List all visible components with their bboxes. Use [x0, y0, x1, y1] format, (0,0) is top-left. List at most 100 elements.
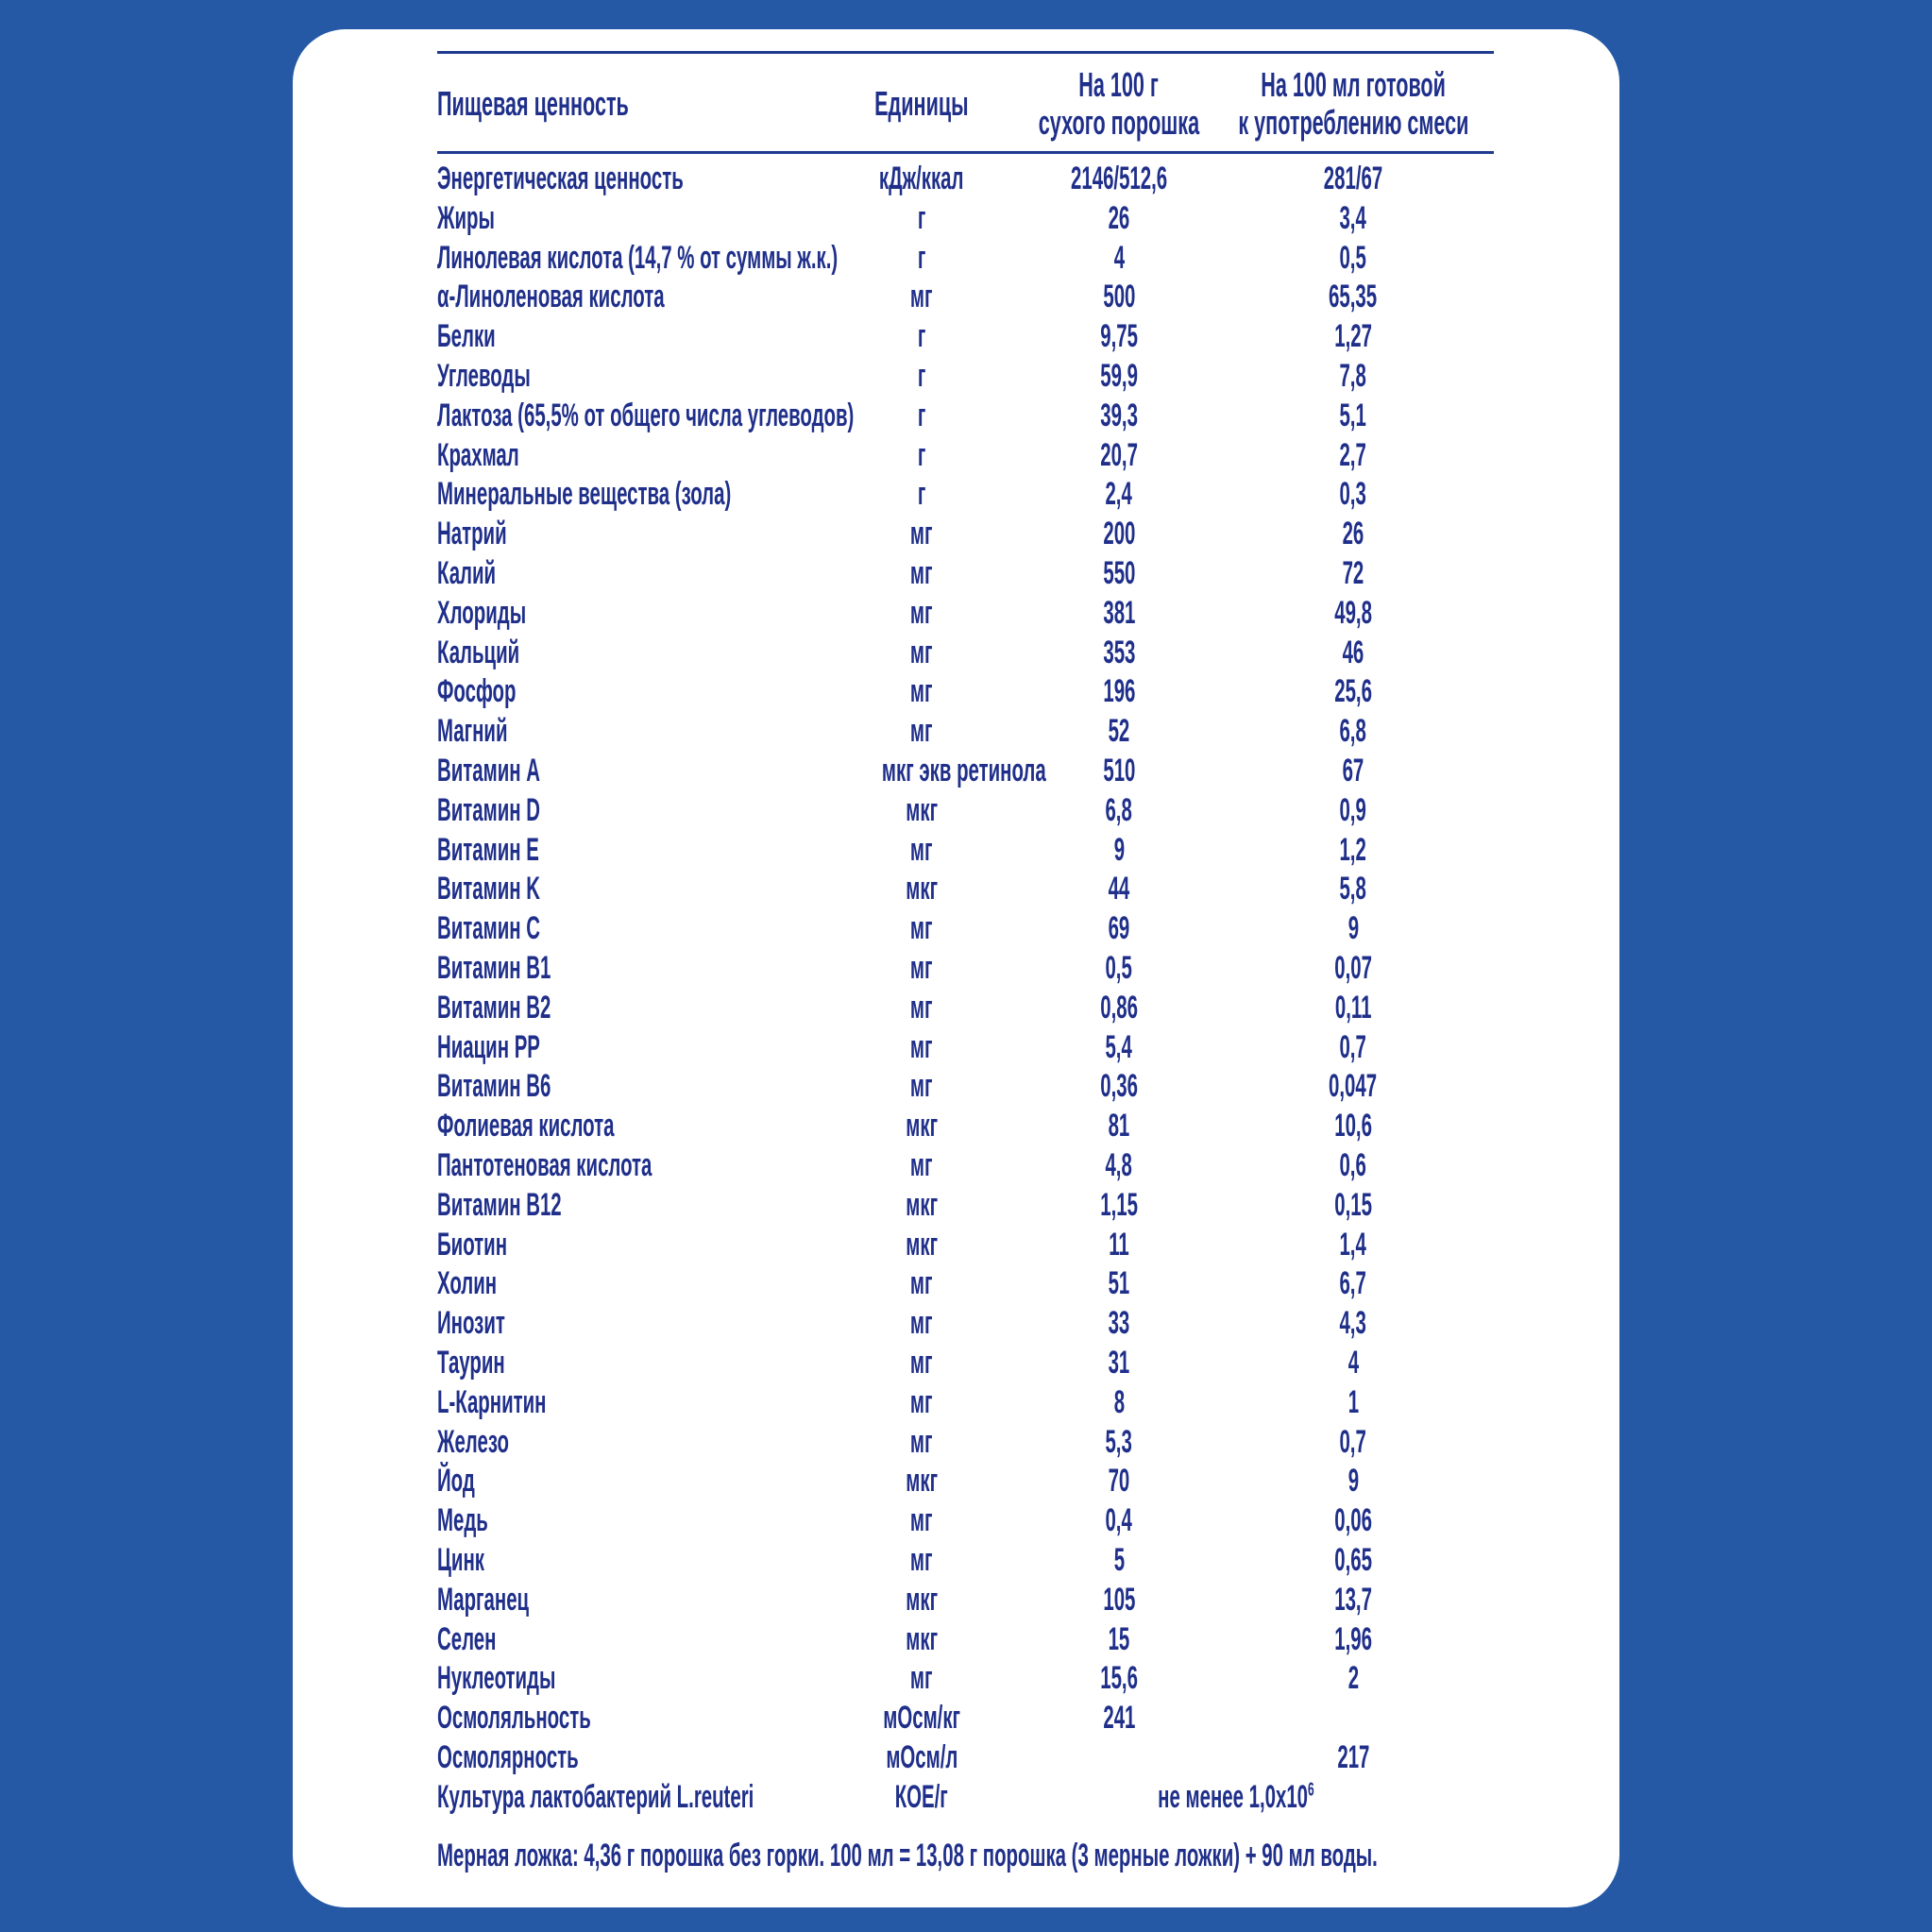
cell-dry: 0,4: [1105, 1502, 1133, 1539]
cell-unit: г: [917, 476, 926, 513]
cell-unit: мг: [910, 1423, 933, 1460]
cell-dry: 510: [1102, 753, 1136, 788]
cell-unit: г: [917, 436, 926, 473]
cell-ready: 0,7: [1339, 1423, 1367, 1460]
cell-ready: 217: [1336, 1739, 1370, 1775]
table-row: α-Линоленовая кислота мг 500 65,35: [437, 277, 1494, 316]
cell-ready: 0,11: [1334, 989, 1372, 1025]
cell-unit: мкг: [906, 1620, 938, 1657]
cell-name: Минеральные вещества (зола): [437, 476, 732, 513]
cell-dry: 550: [1102, 555, 1136, 591]
cell-name: Витамин A: [437, 753, 540, 788]
cell-name: Линолевая кислота (14,7 % от суммы ж.к.): [437, 239, 839, 276]
table-row: Ниацин PP мг 5,4 0,7: [437, 1027, 1494, 1067]
table-row: Инозит мг 33 4,3: [437, 1303, 1494, 1343]
table-row: Холин мг 51 6,7: [437, 1263, 1494, 1303]
cell-name: Жиры: [437, 199, 495, 236]
cell-name: Холин: [437, 1265, 498, 1302]
cell-name: Пантотеновая кислота: [437, 1147, 652, 1183]
cell-name: Крахмал: [437, 436, 519, 473]
table-row: Осмоляльность мОсм/кг 241: [437, 1698, 1494, 1737]
table-row: Натрий мг 200 26: [437, 514, 1494, 553]
table-row: Биотин мкг 11 1,4: [437, 1225, 1494, 1264]
cell-ready: 1,96: [1334, 1620, 1372, 1657]
table-row: Витамин K мкг 44 5,8: [437, 869, 1494, 908]
cell-unit: мг: [910, 713, 933, 750]
cell-ready: 65,35: [1329, 279, 1378, 315]
cell-ready: 9: [1347, 1463, 1359, 1500]
cell-ready: 25,6: [1334, 673, 1372, 710]
cell-unit: мкг: [906, 1463, 938, 1500]
table-row: Лактоза (65,5% от общего числа углеводов…: [437, 396, 1494, 435]
cell-dry: 5,3: [1105, 1423, 1133, 1460]
cell-unit: мг: [910, 673, 933, 710]
cell-dry: 200: [1102, 516, 1136, 552]
table-row: Селен мкг 15 1,96: [437, 1619, 1494, 1659]
cell-dry: 0,36: [1100, 1068, 1138, 1105]
table-row: Нуклеотиды мг 15,6 2: [437, 1658, 1494, 1698]
cell-ready: 0,047: [1329, 1068, 1378, 1105]
cell-ready: 0,6: [1339, 1147, 1367, 1183]
cell-ready: 26: [1342, 516, 1364, 552]
table-row: Крахмал г 20,7 2,7: [437, 435, 1494, 475]
cell-name: Марганец: [437, 1581, 530, 1618]
cell-dry: 33: [1108, 1305, 1130, 1342]
cell-ready: 1: [1347, 1383, 1359, 1420]
cell-dry: 81: [1108, 1108, 1130, 1144]
cell-name: Магний: [437, 713, 508, 750]
cell-dry: 15: [1108, 1620, 1130, 1657]
cell-ready: 5,8: [1339, 871, 1367, 907]
cell-unit: мкг экв ретинола: [881, 753, 1046, 788]
table-row: Хлориды мг 381 49,8: [437, 593, 1494, 633]
footnote: Мерная ложка: 4,36 г порошка без горки. …: [437, 1838, 1378, 1873]
cell-unit: г: [917, 239, 926, 276]
table-row: Пантотеновая кислота мг 4,8 0,6: [437, 1145, 1494, 1185]
table-row: Витамин A мкг экв ретинола 510 67: [437, 751, 1494, 790]
cell-unit: мкг: [906, 1108, 938, 1144]
cell-unit: мг: [910, 1345, 933, 1381]
cell-ready: 72: [1342, 555, 1364, 591]
cell-name: Селен: [437, 1620, 497, 1657]
cell-dry: 26: [1108, 199, 1130, 236]
cell-ready: 0,15: [1334, 1186, 1372, 1223]
table-row: Минеральные вещества (зола) г 2,4 0,3: [437, 474, 1494, 514]
cell-dry: 9: [1113, 831, 1125, 868]
cell-dry: 8: [1113, 1383, 1125, 1420]
cell-name: Витамин B6: [437, 1068, 551, 1105]
cell-ready: 281/67: [1323, 161, 1383, 196]
cell-dry: 196: [1102, 673, 1136, 710]
header-ready: На 100 мл готовой к употреблению смеси: [1237, 65, 1469, 142]
table-row: Углеводы г 59,9 7,8: [437, 356, 1494, 396]
table-row: Железо мг 5,3 0,7: [437, 1422, 1494, 1462]
header-dry: На 100 г сухого порошка: [1038, 65, 1200, 142]
cell-name: Таурин: [437, 1345, 505, 1381]
cell-name: α-Линоленовая кислота: [437, 279, 665, 315]
cell-dry: 11: [1109, 1226, 1129, 1263]
cell-name: Осмолярность: [437, 1739, 579, 1775]
cell-dry: 1,15: [1100, 1186, 1138, 1223]
table-row: Кальций мг 353 46: [437, 633, 1494, 672]
cell-unit: мг: [910, 1028, 933, 1065]
cell-dry: 20,7: [1100, 436, 1138, 473]
cell-ready: 6,7: [1339, 1265, 1367, 1302]
table-row: Марганец мкг 105 13,7: [437, 1580, 1494, 1619]
cell-name: Витамин B1: [437, 950, 551, 986]
table-row: Йод мкг 70 9: [437, 1461, 1494, 1500]
cell-name: Цинк: [437, 1542, 484, 1578]
cell-dry: 5: [1113, 1542, 1125, 1578]
cell-ready: 0,7: [1339, 1028, 1367, 1065]
cell-ready: 4,3: [1339, 1305, 1367, 1342]
top-rule: [437, 51, 1494, 54]
cell-dry: 51: [1108, 1265, 1130, 1302]
cell-dry: [1025, 1737, 1213, 1777]
table-row: Витамин B1 мг 0,5 0,07: [437, 948, 1494, 988]
cell-dry: 4: [1113, 239, 1125, 276]
cell-unit: мг: [910, 1265, 933, 1302]
cell-ready: 49,8: [1334, 594, 1372, 631]
cell-dry: 353: [1102, 634, 1136, 670]
cell-dry: 70: [1108, 1463, 1130, 1500]
table-row: Фосфор мг 196 25,6: [437, 671, 1494, 711]
cell-ready: 1,4: [1339, 1226, 1367, 1263]
table-row: Энергетическая ценность кДж/ккал 2146/512,…: [437, 159, 1494, 198]
cell-name: Осмоляльность: [437, 1700, 591, 1737]
